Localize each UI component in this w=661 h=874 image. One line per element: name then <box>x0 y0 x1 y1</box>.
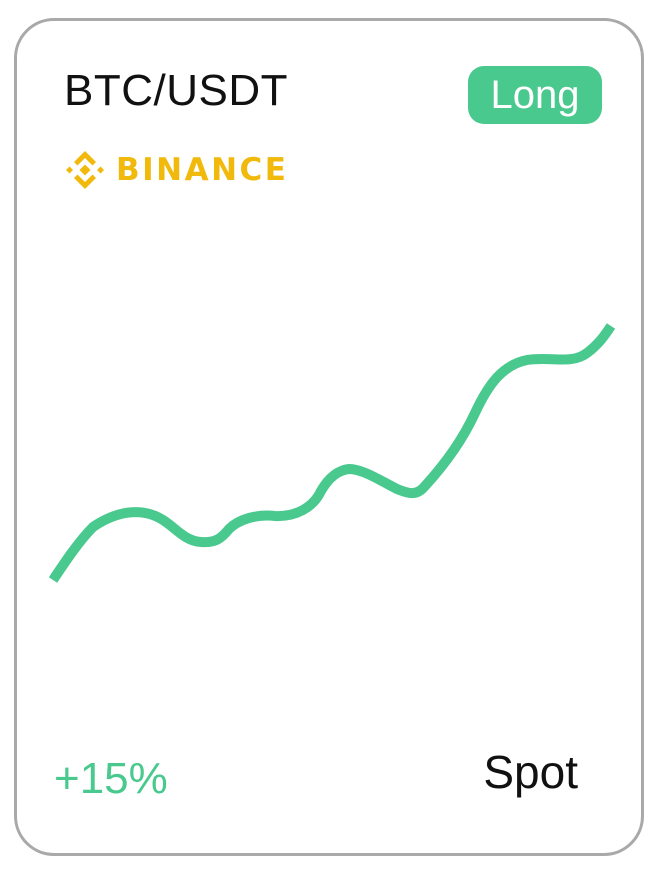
exchange-brand: BINANCE <box>64 149 288 191</box>
trading-pair: BTC/USDT <box>64 66 288 115</box>
trade-card[interactable]: BTC/USDT Long BINANCE +15% Spot <box>14 18 644 856</box>
exchange-name: BINANCE <box>116 151 289 188</box>
price-trend-line <box>48 323 616 583</box>
percent-change: +15% <box>54 754 168 803</box>
trend-line-path <box>48 323 616 583</box>
binance-logo-icon <box>66 151 104 189</box>
market-type-label: Spot <box>483 746 578 798</box>
position-badge: Long <box>468 66 602 124</box>
